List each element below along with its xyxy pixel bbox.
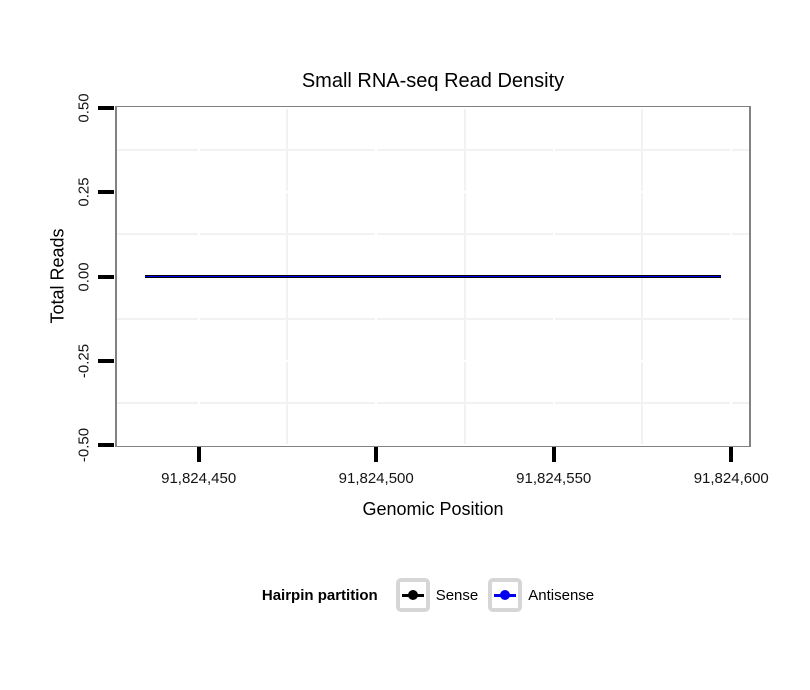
y-tick-label: 0.50	[75, 93, 93, 123]
series-line-antisense	[145, 275, 721, 278]
y-tick-mark	[98, 274, 114, 279]
y-tick-label: 0.25	[75, 177, 93, 207]
legend-label-sense: Sense	[435, 586, 479, 604]
y-tick-label: -0.50	[75, 427, 93, 463]
x-tick-mark	[729, 447, 734, 462]
gridline-minor-y	[117, 317, 749, 320]
x-tick-label: 91,824,550	[516, 470, 592, 487]
y-tick-mark	[98, 190, 114, 195]
gridline-minor-y	[117, 401, 749, 404]
gridline-major-y	[117, 444, 749, 446]
legend-key-antisense	[488, 578, 523, 612]
plot-panel	[115, 106, 751, 447]
y-tick-mark	[98, 443, 114, 447]
y-axis-title: Total Reads	[47, 228, 68, 324]
y-tick-mark	[98, 106, 114, 110]
x-tick-label: 91,824,450	[161, 470, 237, 487]
x-tick-label: 91,824,600	[693, 470, 769, 487]
gridline-major-y	[117, 359, 749, 362]
legend: Hairpin partition Sense Antisense	[117, 576, 749, 614]
x-tick-mark	[374, 447, 379, 462]
gridline-minor-y	[117, 149, 749, 152]
x-tick-mark	[551, 447, 556, 462]
legend-point-icon	[500, 590, 511, 600]
gridline-minor-y	[117, 233, 749, 236]
x-tick-mark	[196, 447, 201, 462]
gridline-major-y	[117, 191, 749, 194]
x-axis-title: Genomic Position	[362, 499, 504, 519]
legend-label-antisense: Antisense	[528, 586, 595, 604]
legend-title: Hairpin partition	[261, 586, 378, 604]
legend-point-icon	[407, 590, 418, 600]
x-tick-label: 91,824,500	[338, 470, 414, 487]
y-tick-label: -0.25	[75, 343, 93, 378]
legend-key-sense	[395, 578, 430, 612]
gridline-major-y	[117, 107, 749, 109]
y-tick-label: 0.00	[75, 261, 93, 292]
y-tick-mark	[98, 358, 114, 363]
chart-title: Small RNA-seq Read Density	[301, 70, 565, 92]
